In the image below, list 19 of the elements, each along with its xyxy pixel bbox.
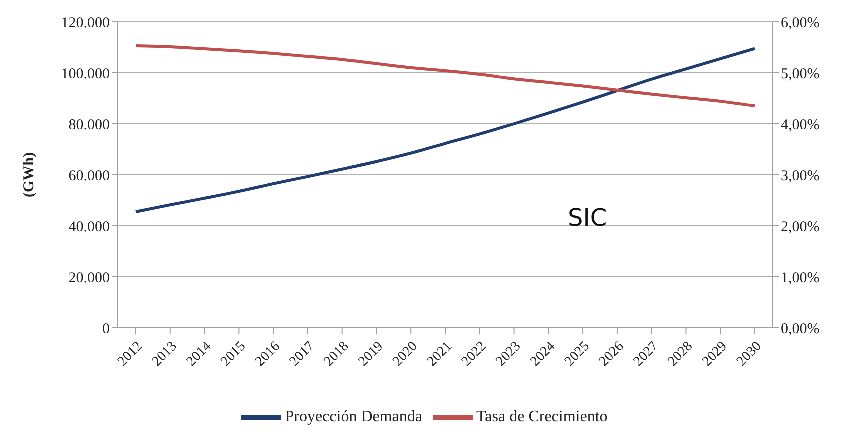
y-tick-label: 40.000 — [68, 219, 110, 236]
y-tick-label: 60.000 — [68, 168, 110, 184]
y2-tick-label: 0,00% — [781, 321, 820, 338]
y-tick-label: 120.000 — [61, 15, 110, 32]
y2-tick-label: 6,00% — [781, 15, 820, 32]
y2-tick-label: 4,00% — [781, 117, 820, 134]
y-tick-label: 0 — [102, 321, 110, 338]
y2-tick-label: 5,00% — [781, 66, 820, 82]
line-series — [134, 44, 756, 108]
annotation: SIC — [568, 204, 608, 232]
y2-tick-label: 3,00% — [781, 168, 820, 184]
y-tick-label: 100.000 — [61, 66, 110, 82]
y-tick-label: 20.000 — [68, 270, 110, 286]
y2-tick-label: 2,00% — [781, 219, 820, 236]
y-axis-title: (GWh) — [21, 152, 38, 198]
legend-label: Proyección Demanda — [285, 408, 422, 426]
y-tick-label: 80.000 — [68, 117, 110, 134]
y2-tick-label: 1,00% — [781, 270, 820, 286]
legend-label: Tasa de Crecimiento — [476, 408, 608, 426]
